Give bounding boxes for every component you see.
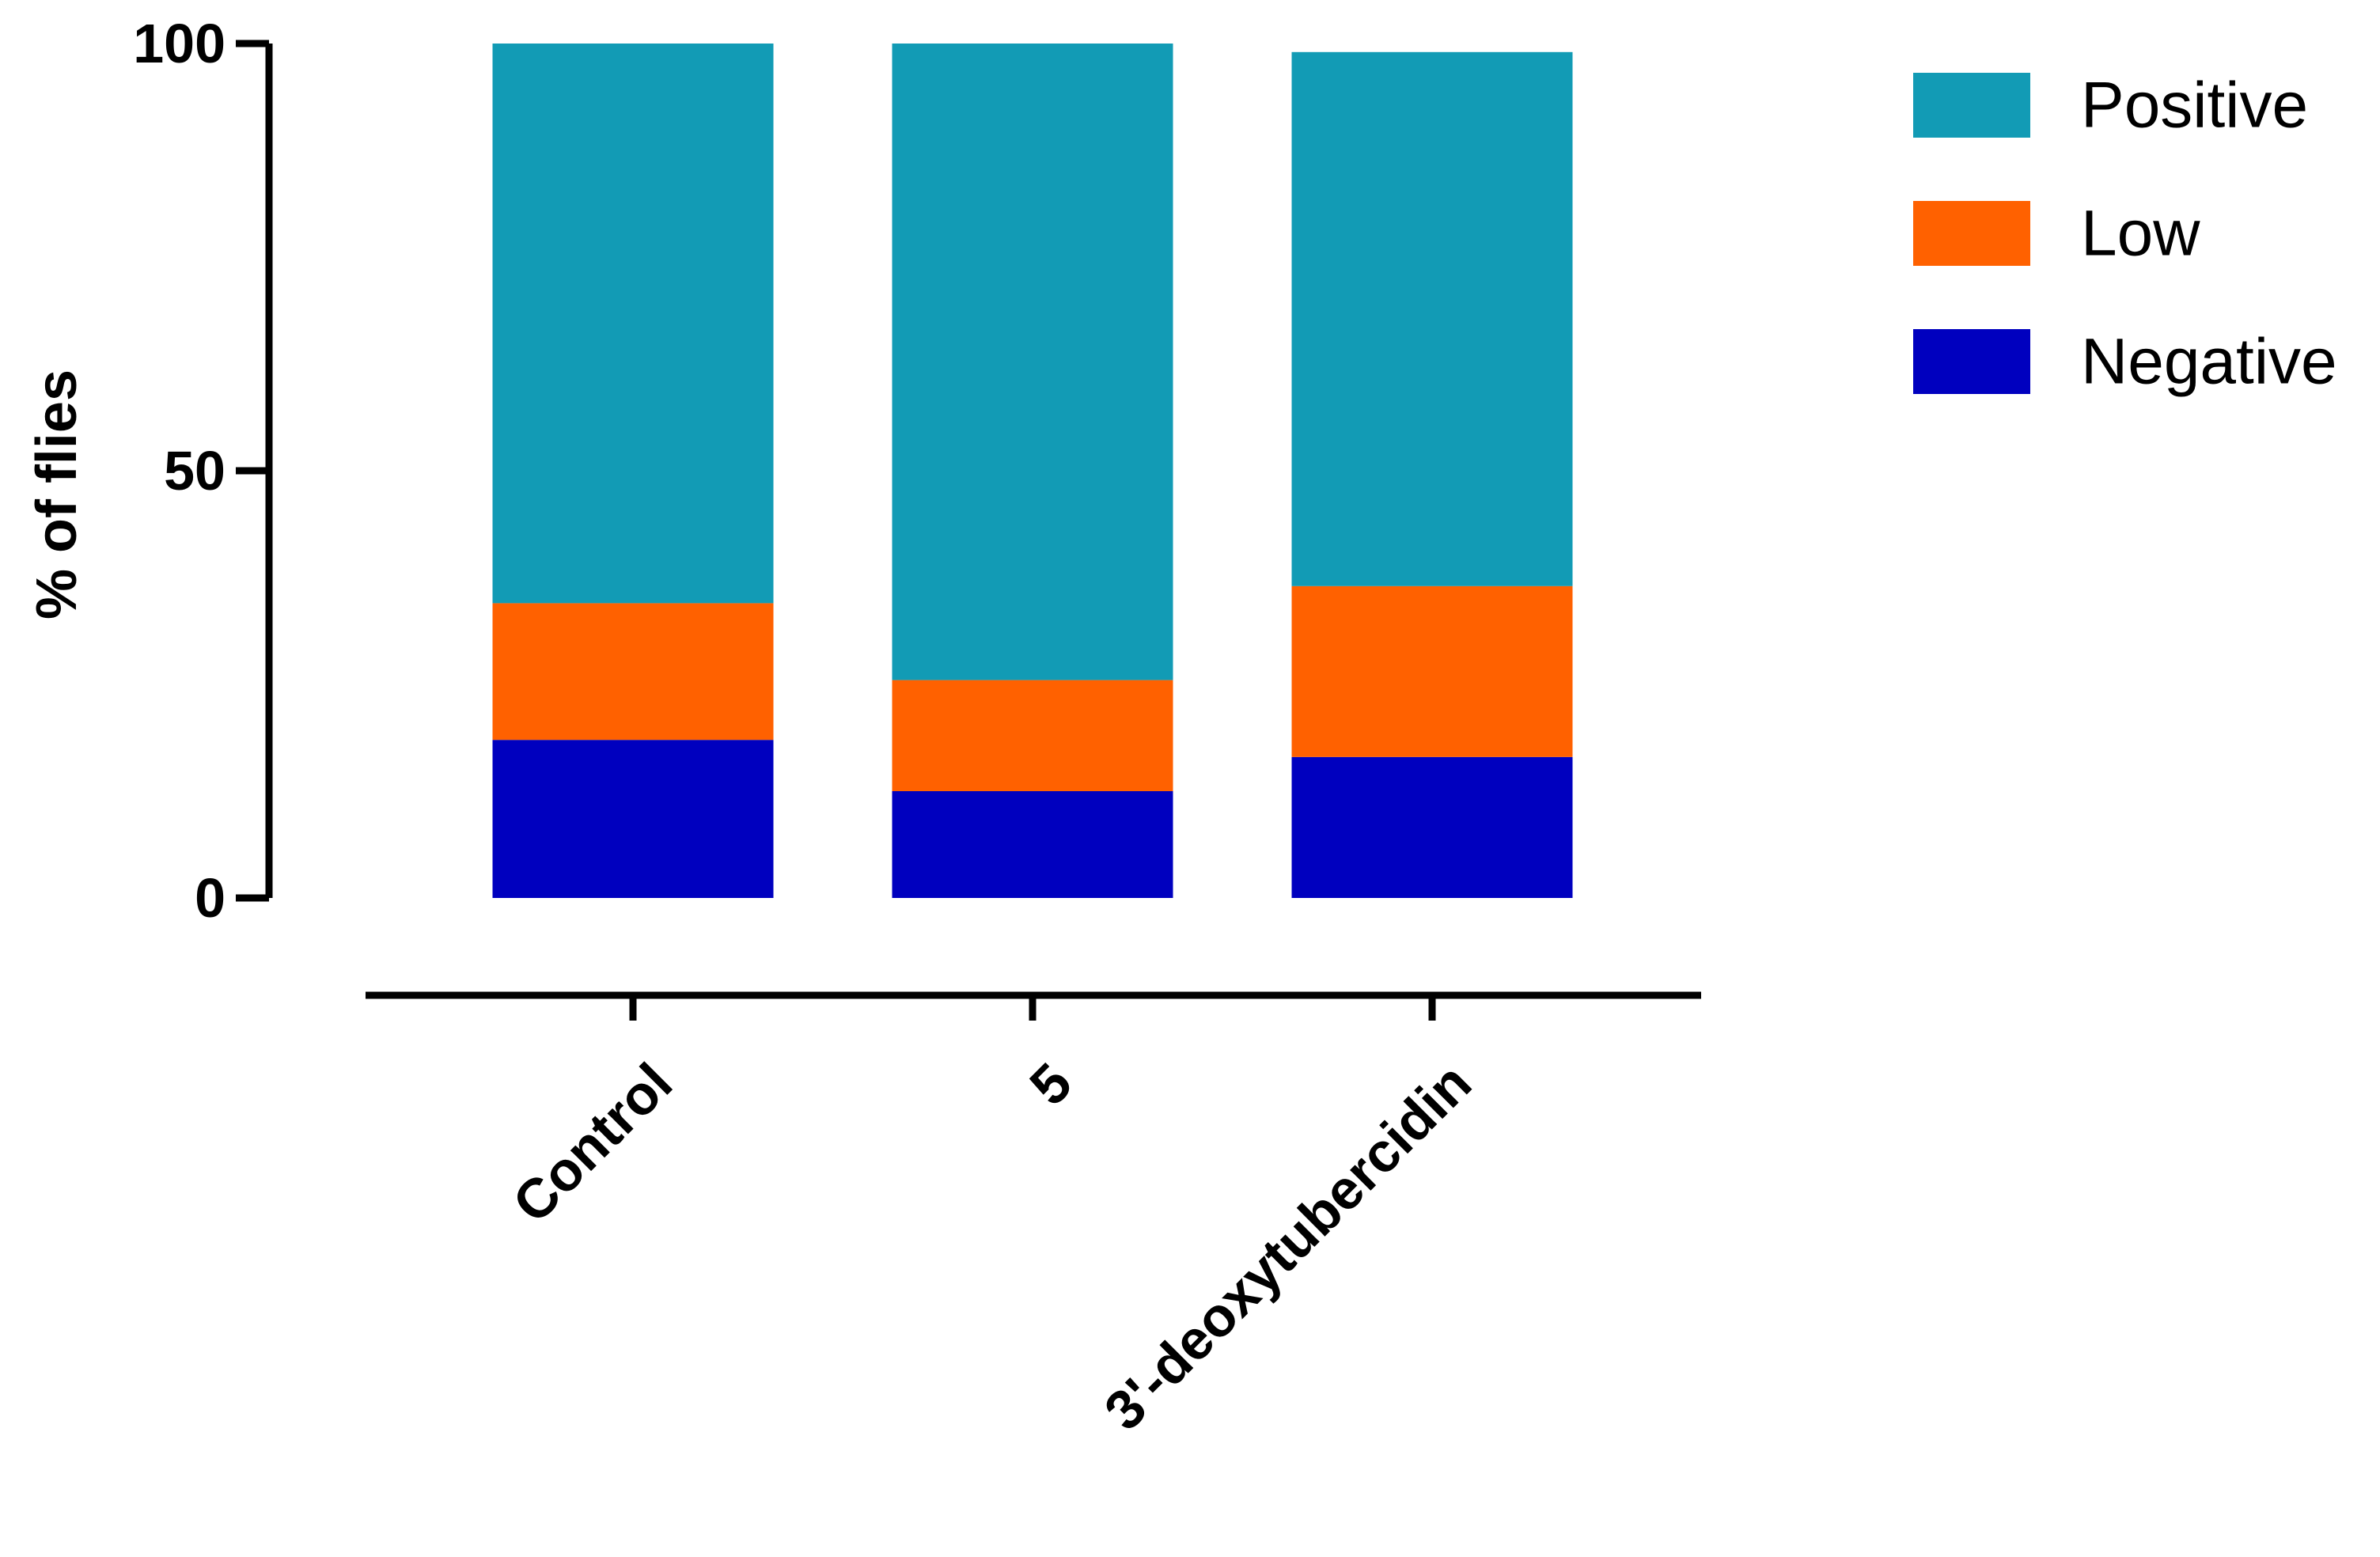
y-tick-label-50: 50 — [164, 440, 225, 502]
legend-label-negative: Negative — [2081, 326, 2337, 398]
x-ticks-group: Control 5 3'-deoxytubercidin — [501, 995, 1483, 1441]
legend: Positive Low Negative — [1913, 70, 2337, 398]
y-ticks-group: 0 50 100 — [133, 13, 269, 929]
x-label-3-deoxytubercidin: 3'-deoxytubercidin — [1093, 1051, 1483, 1441]
legend-swatch-negative — [1913, 329, 2030, 394]
bar-3-deoxytubercidin-negative — [1291, 756, 1573, 898]
y-tick-label-100: 100 — [133, 13, 225, 74]
legend-label-positive: Positive — [2081, 70, 2308, 142]
y-tick-label-0: 0 — [195, 867, 225, 929]
bar-5-positive — [892, 44, 1173, 680]
x-label-control: Control — [501, 1051, 684, 1234]
bar-3-deoxytubercidin-positive — [1291, 51, 1573, 586]
bars-group — [492, 44, 1573, 898]
bar-control-low — [492, 603, 774, 741]
legend-swatch-positive — [1913, 73, 2030, 138]
bar-control-positive — [492, 44, 774, 604]
legend-label-low: Low — [2081, 198, 2200, 270]
bar-5-low — [892, 680, 1173, 791]
bar-control-negative — [492, 740, 774, 898]
legend-swatch-low — [1913, 201, 2030, 266]
bar-3-deoxytubercidin-low — [1291, 585, 1573, 757]
x-label-5: 5 — [1018, 1051, 1084, 1117]
bar-5-negative — [892, 791, 1173, 898]
y-axis-title: % of flies — [25, 369, 89, 619]
